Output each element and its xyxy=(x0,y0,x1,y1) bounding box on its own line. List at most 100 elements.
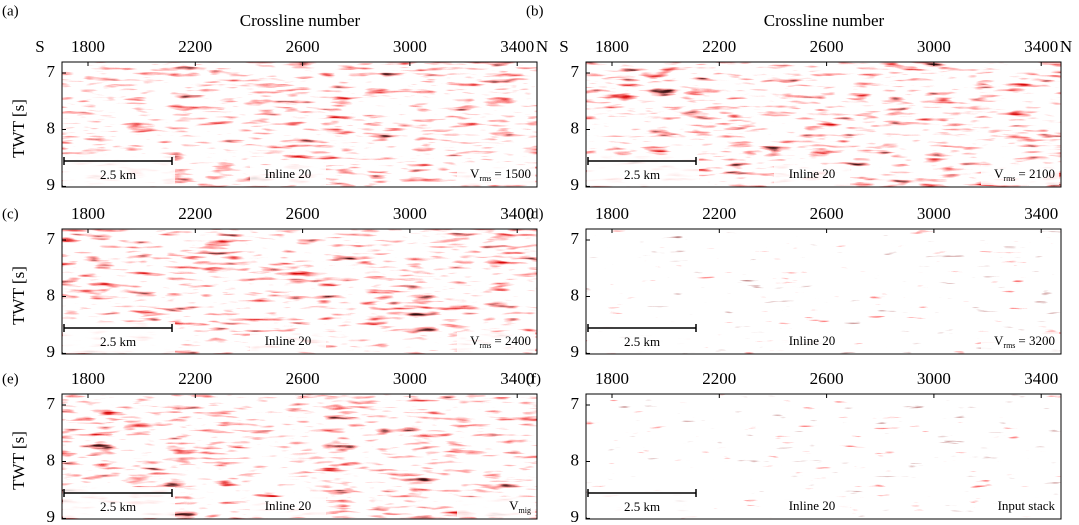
velocity-value: = 2100 xyxy=(1018,166,1055,181)
panel-frame xyxy=(61,228,538,355)
x-tick-label: 2200 xyxy=(702,37,736,56)
x-tick-label: 3000 xyxy=(917,369,951,388)
y-tick-label: 8 xyxy=(571,450,580,469)
direction-label: S xyxy=(559,37,568,56)
label-background xyxy=(250,497,326,517)
y-axis-label: TWT [s] xyxy=(9,431,28,490)
label-background xyxy=(587,487,699,518)
y-tick-label: 9 xyxy=(47,507,56,525)
inline-label: Inline 20 xyxy=(265,166,312,181)
label-background xyxy=(63,487,175,518)
velocity-label: Vrms = 2100 xyxy=(994,166,1055,183)
y-tick-label: 7 xyxy=(47,394,56,413)
panel-frame xyxy=(585,61,1062,188)
label-background xyxy=(981,497,1059,517)
y-tick-label: 7 xyxy=(571,229,580,248)
scale-bar-label: 2.5 km xyxy=(100,334,136,349)
y-tick-label: 7 xyxy=(47,62,56,81)
panel-letter: (c) xyxy=(2,206,19,222)
y-tick-label: 9 xyxy=(571,175,580,194)
x-tick-label: 2200 xyxy=(702,204,736,223)
velocity-label: Vrms = 1500 xyxy=(470,166,531,183)
x-tick-label: 2600 xyxy=(810,369,844,388)
y-tick-label: 8 xyxy=(47,450,56,469)
x-tick-label: 2200 xyxy=(178,204,212,223)
y-tick-label: 8 xyxy=(47,285,56,304)
velocity-label: Vmig xyxy=(509,498,531,515)
scale-bar-label: 2.5 km xyxy=(100,167,136,182)
panel-frame xyxy=(585,393,1062,520)
label-background xyxy=(250,165,326,185)
label-background xyxy=(774,165,850,185)
label-background xyxy=(981,332,1059,352)
direction-label: N xyxy=(536,37,548,56)
inline-label: Inline 20 xyxy=(789,498,836,513)
velocity-symbol: V xyxy=(994,333,1004,348)
scale-bar-label: 2.5 km xyxy=(100,499,136,514)
label-background xyxy=(250,332,326,352)
label-background xyxy=(587,155,699,186)
y-tick-label: 7 xyxy=(571,62,580,81)
panel-letter: (d) xyxy=(526,206,544,222)
panel-letter: (a) xyxy=(2,3,19,19)
y-tick-label: 7 xyxy=(47,229,56,248)
y-tick-label: 9 xyxy=(571,342,580,361)
velocity-symbol: V xyxy=(470,166,480,181)
y-tick-label: 9 xyxy=(47,342,56,361)
panel: (a) Crossline number S N 1800 2200 2600 3000 340… xyxy=(2,3,548,193)
scale-bar-label: 2.5 km xyxy=(624,334,660,349)
label-background xyxy=(63,322,175,353)
panel-letter: (f) xyxy=(526,371,541,387)
velocity-value: = 3200 xyxy=(1018,333,1055,348)
panel-letter: (b) xyxy=(526,3,544,19)
panel: (f) 1800 2200 2600 3000 3400 7 8 9 2.5 km Inline 2… xyxy=(526,369,1062,525)
x-tick-label: 3400 xyxy=(1024,37,1058,56)
panel: (c) 1800 2200 2600 3000 3400 7 8 9 TWT [s] 2.5 km I… xyxy=(2,204,538,361)
inline-label: Inline 20 xyxy=(265,333,312,348)
panel-note: Input stack xyxy=(998,498,1056,513)
x-tick-label: 2200 xyxy=(178,369,212,388)
label-background xyxy=(774,497,850,517)
x-tick-label: 3400 xyxy=(500,369,534,388)
x-tick-label: 3000 xyxy=(917,37,951,56)
axis-title: Crossline number xyxy=(764,11,885,30)
velocity-value: = 1500 xyxy=(494,166,531,181)
velocity-label: Vrms = 2400 xyxy=(470,333,531,350)
velocity-symbol: V xyxy=(509,498,519,513)
label-background xyxy=(63,155,175,186)
velocity-subscript: rms xyxy=(1003,174,1015,183)
y-axis-label: TWT [s] xyxy=(9,266,28,325)
x-tick-label: 2200 xyxy=(702,369,736,388)
panel-letter: (e) xyxy=(2,371,19,387)
label-background xyxy=(587,322,699,353)
scale-bar-label: 2.5 km xyxy=(624,167,660,182)
axis-title: Crossline number xyxy=(240,11,361,30)
y-tick-label: 8 xyxy=(47,118,56,137)
velocity-subscript: rms xyxy=(479,174,491,183)
direction-label: N xyxy=(1060,37,1072,56)
velocity-symbol: V xyxy=(470,333,480,348)
x-tick-label: 3000 xyxy=(393,204,427,223)
x-tick-label: 3000 xyxy=(393,369,427,388)
velocity-symbol: V xyxy=(994,166,1004,181)
x-tick-label: 1800 xyxy=(595,204,629,223)
x-tick-label: 2600 xyxy=(286,37,320,56)
x-tick-label: 3400 xyxy=(500,37,534,56)
label-background xyxy=(457,332,535,352)
x-tick-label: 1800 xyxy=(595,369,629,388)
x-tick-label: 2600 xyxy=(286,369,320,388)
y-axis-label: TWT [s] xyxy=(9,99,28,158)
x-tick-label: 3400 xyxy=(1024,204,1058,223)
x-tick-label: 1800 xyxy=(71,37,105,56)
label-background xyxy=(457,165,535,185)
velocity-subscript: rms xyxy=(479,341,491,350)
velocity-subscript: rms xyxy=(1003,341,1015,350)
panel: (d) 1800 2200 2600 3000 3400 7 8 9 2.5 km Inline 2… xyxy=(526,204,1062,361)
inline-label: Inline 20 xyxy=(789,166,836,181)
label-background xyxy=(981,165,1059,185)
y-tick-label: 7 xyxy=(571,394,580,413)
velocity-subscript: mig xyxy=(519,506,531,515)
x-tick-label: 3000 xyxy=(917,204,951,223)
x-tick-label: 3000 xyxy=(393,37,427,56)
x-tick-label: 3400 xyxy=(1024,369,1058,388)
